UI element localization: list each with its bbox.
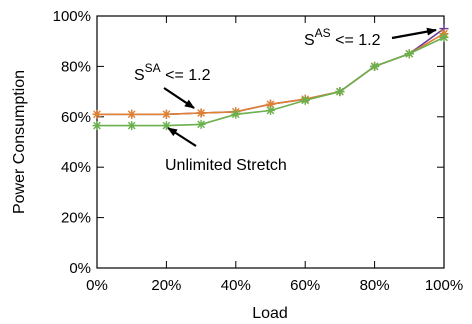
annotation-as-sup: AS [315,26,331,40]
point-unlimited [404,49,414,59]
y-axis: 0% 20% 40% 60% 80% 100% [53,8,444,277]
annotation-unlimited: Unlimited Stretch [165,127,287,174]
annotation-unlimited-label: Unlimited Stretch [165,157,287,174]
annotation-sa-label: SSA <= 1.2 [134,61,211,84]
y-tick-label: 100% [53,8,91,25]
x-tick-label: 60% [290,277,320,294]
annotation-as-arrow [391,27,437,40]
y-axis-title: Power Consumption [11,70,28,214]
series-layer [92,24,449,131]
annotation-as: SAS <= 1.2 [304,26,437,49]
x-tick-label: 80% [360,277,390,294]
series-unlimited [92,32,449,131]
point-sa [92,109,102,119]
annotation-sa-arrow [163,87,195,109]
annotation-as-base: S [304,32,315,49]
annotation-sa: SSA <= 1.2 [134,61,211,109]
y-tick-label: 40% [61,159,91,176]
point-unlimited [127,121,137,131]
point-unlimited [370,61,380,71]
annotation-as-rest: <= 1.2 [331,32,381,49]
point-sa [127,109,137,119]
annotation-sa-rest: <= 1.2 [161,67,211,84]
y-tick-label: 0% [69,260,91,277]
point-unlimited [335,87,345,97]
point-unlimited [231,109,241,119]
point-unlimited [300,95,310,105]
annotation-as-label: SAS <= 1.2 [304,26,381,49]
x-tick-label: 100% [425,277,463,294]
y-tick-label: 60% [61,109,91,126]
point-unlimited [439,32,449,42]
plot-frame [96,15,445,269]
x-axis-title: Load [252,305,288,322]
x-axis: 0% 20% 40% 60% 80% 100% [86,16,463,294]
point-sa [161,109,171,119]
x-tick-label: 40% [221,277,251,294]
point-unlimited [266,106,275,115]
point-sa [196,108,206,118]
annotation-sa-sup: SA [145,61,161,75]
x-tick-label: 0% [86,277,108,294]
point-unlimited [196,119,206,129]
annotation-unlimited-arrow [167,127,197,147]
y-tick-label: 80% [61,58,91,75]
annotation-sa-base: S [134,67,145,84]
point-unlimited [92,121,102,131]
x-tick-label: 20% [151,277,181,294]
y-tick-label: 20% [61,210,91,227]
